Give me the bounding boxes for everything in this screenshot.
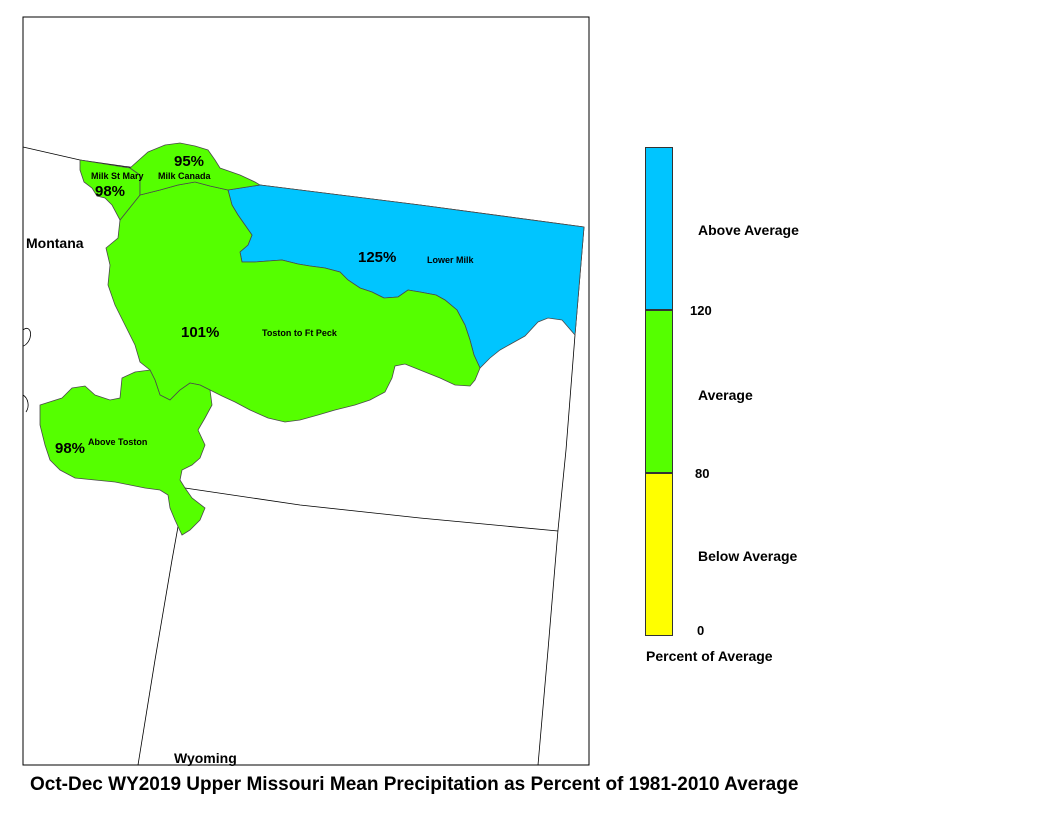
basin-name-toston-to-ft-peck: Toston to Ft Peck <box>262 328 338 338</box>
basin-above-toston <box>39 369 213 536</box>
basin-milk-canada <box>129 142 262 196</box>
basin-percent-lower-milk: 125% <box>358 249 396 266</box>
legend-label-above-average: Above Average <box>698 222 799 238</box>
legend: Above Average 120 Average 80 Below Avera… <box>640 140 900 680</box>
legend-title: Percent of Average <box>646 648 773 664</box>
state-label-montana: Montana <box>26 235 84 251</box>
basin-name-milk-st-mary: Milk St Mary <box>91 171 144 181</box>
basin-name-above-toston: Above Toston <box>88 437 147 447</box>
basin-polygons <box>39 142 585 536</box>
basin-percent-milk-st-mary: 98% <box>95 183 125 200</box>
basin-percent-toston-to-ft-peck: 101% <box>181 324 219 341</box>
basin-percent-milk-canada: 95% <box>174 153 204 170</box>
map: 95% Milk St Mary Milk Canada 98% 125% Lo… <box>22 16 590 766</box>
legend-swatch-above-average <box>645 147 673 310</box>
map-title: Oct-Dec WY2019 Upper Missouri Mean Preci… <box>30 774 799 795</box>
legend-tick-0: 0 <box>697 623 705 638</box>
basin-percent-above-toston: 98% <box>55 440 85 457</box>
legend-tick-120: 120 <box>690 303 712 318</box>
idaho-montana-border-line <box>22 328 31 347</box>
legend-label-average: Average <box>698 387 753 403</box>
legend-tick-80: 80 <box>695 466 710 481</box>
basin-name-lower-milk: Lower Milk <box>427 255 475 265</box>
idaho-montana-border-line-2 <box>22 394 29 413</box>
basin-name-milk-canada: Milk Canada <box>158 171 212 181</box>
legend-swatch-average <box>645 310 673 473</box>
wyoming-north-border-line <box>184 487 559 532</box>
legend-label-below-average: Below Average <box>698 548 798 564</box>
legend-swatch-below-average <box>645 473 673 636</box>
state-label-wyoming: Wyoming <box>174 750 237 766</box>
